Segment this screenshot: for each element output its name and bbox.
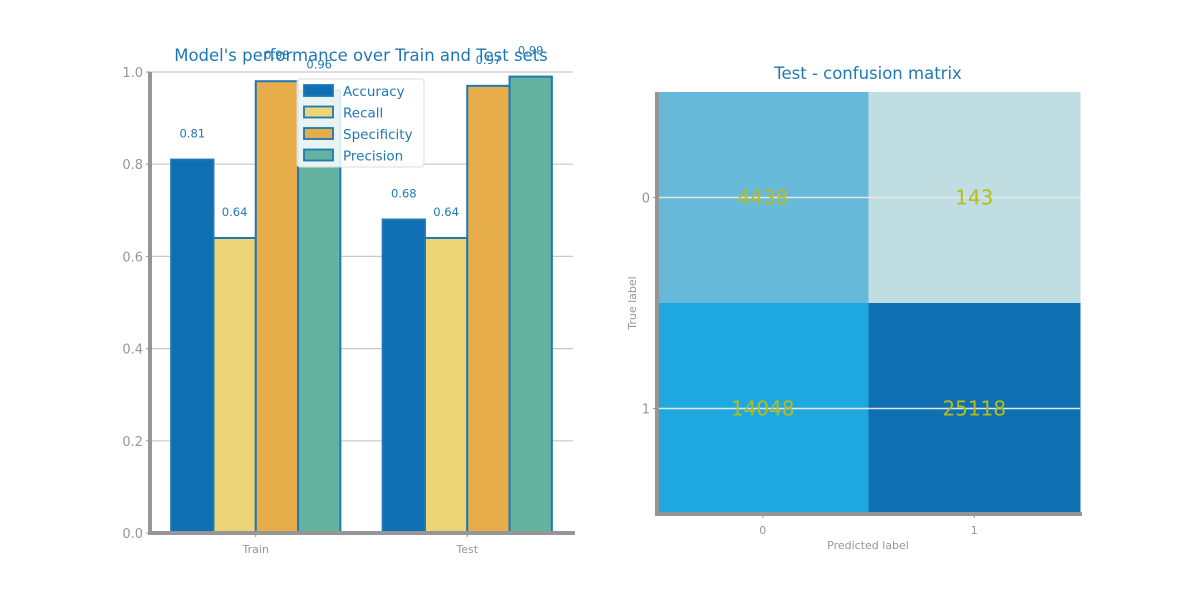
- legend-box: [296, 78, 425, 168]
- bar-specificity-train: [254, 80, 300, 534]
- cm-x-tick-label: 1: [971, 524, 978, 537]
- cm-y-tick-label: 1: [642, 403, 650, 418]
- cm-y-tick-label: 0: [642, 192, 650, 207]
- y-tick-label: 0.8: [122, 158, 143, 173]
- legend-label-specificity: Specificity: [343, 127, 413, 143]
- bar-value-label: 0.68: [391, 187, 417, 201]
- confusion-matrix-cells: 4438 143 14048 25118: [657, 92, 1081, 515]
- confusion-matrix-axes: 0 1 0 1: [642, 92, 1082, 537]
- cm-cell-value-0-0: 4438: [737, 186, 788, 210]
- bar-value-label: 0.97: [476, 53, 502, 67]
- bar-value-label: 0.64: [433, 205, 459, 219]
- confusion-matrix-xlabel: Predicted label: [827, 539, 909, 552]
- y-tick-label: 1.0: [122, 66, 143, 81]
- bar-value-label: 0.96: [306, 57, 332, 71]
- bar-chart: 0.810.640.980.960.680.640.970.99 0.00.20…: [122, 44, 575, 556]
- cm-x-tick-label: 0: [759, 524, 766, 537]
- bar-chart-legend[interactable]: Accuracy Recall Specificity Precision: [296, 78, 425, 168]
- bar-value-label: 0.99: [518, 44, 544, 58]
- bar-accuracy-train: [170, 158, 215, 534]
- bar-value-label: 0.81: [179, 127, 205, 141]
- bar-chart-axes: 0.0 0.2 0.4 0.6 0.8 1.0 Train Test: [122, 66, 575, 556]
- bar-recall-test: [423, 236, 469, 535]
- confusion-matrix-title: Test - confusion matrix: [773, 64, 962, 83]
- confusion-matrix-ylabel: True label: [626, 276, 639, 330]
- bar-precision-test: [508, 75, 553, 535]
- bar-chart-bars: 0.81 0.64 0.98 0.96 0.68 0.64 0.97 0.99: [170, 44, 553, 535]
- x-tick-label: Test: [455, 543, 478, 556]
- y-tick-label: 0.4: [122, 343, 143, 358]
- legend-swatch-accuracy: [303, 84, 334, 97]
- cm-cell-value-0-1: 143: [955, 186, 993, 210]
- cm-cell-value-1-1: 25118: [942, 397, 1006, 421]
- bar-value-label: 0.98: [264, 48, 290, 62]
- y-tick-label: 0.2: [122, 435, 143, 450]
- legend-swatch-recall: [303, 105, 334, 119]
- bar-accuracy-test: [381, 218, 426, 535]
- legend-label-recall: Recall: [343, 106, 383, 122]
- legend-label-precision: Precision: [343, 149, 403, 165]
- legend-swatch-specificity: [303, 127, 334, 140]
- bar-chart-title: Model's performance over Train and Test …: [174, 46, 548, 65]
- confusion-matrix: 4438 143 14048 25118 0 1 0 1 Test - confusion …: [626, 64, 1082, 552]
- x-tick-label: Train: [242, 543, 269, 556]
- legend-label-accuracy: Accuracy: [343, 84, 405, 100]
- cm-cell-value-1-0: 14048: [731, 397, 795, 421]
- legend-swatch-precision: [303, 148, 334, 162]
- bar-value-label: 0.64: [222, 205, 248, 219]
- bar-recall-train: [212, 236, 257, 535]
- y-tick-label: 0.0: [122, 527, 143, 542]
- bar-specificity-test: [466, 84, 511, 535]
- y-tick-label: 0.6: [122, 250, 143, 265]
